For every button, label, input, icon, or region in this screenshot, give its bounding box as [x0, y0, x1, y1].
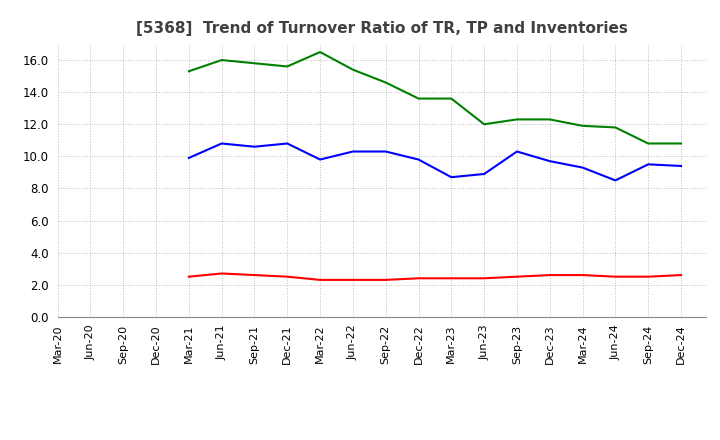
Trade Payables — [184, 155, 193, 161]
Inventories — [578, 123, 587, 128]
Trade Receivables — [414, 275, 423, 281]
Trade Receivables — [513, 274, 521, 279]
Title: [5368]  Trend of Turnover Ratio of TR, TP and Inventories: [5368] Trend of Turnover Ratio of TR, TP… — [135, 21, 628, 36]
Trade Payables — [578, 165, 587, 170]
Trade Receivables — [677, 272, 685, 278]
Inventories — [217, 57, 226, 62]
Line: Inventories: Inventories — [189, 52, 681, 143]
Trade Receivables — [250, 272, 258, 278]
Inventories — [184, 69, 193, 74]
Trade Receivables — [611, 274, 620, 279]
Trade Payables — [447, 175, 456, 180]
Inventories — [644, 141, 652, 146]
Inventories — [611, 125, 620, 130]
Trade Payables — [644, 162, 652, 167]
Inventories — [316, 49, 325, 55]
Line: Trade Payables: Trade Payables — [189, 143, 681, 180]
Inventories — [546, 117, 554, 122]
Trade Payables — [348, 149, 357, 154]
Trade Payables — [250, 144, 258, 149]
Trade Receivables — [578, 272, 587, 278]
Trade Payables — [480, 171, 488, 176]
Trade Payables — [546, 158, 554, 164]
Trade Payables — [414, 157, 423, 162]
Trade Receivables — [184, 274, 193, 279]
Inventories — [283, 64, 292, 69]
Trade Payables — [677, 163, 685, 169]
Trade Payables — [382, 149, 390, 154]
Trade Payables — [217, 141, 226, 146]
Trade Receivables — [217, 271, 226, 276]
Inventories — [513, 117, 521, 122]
Trade Receivables — [447, 275, 456, 281]
Inventories — [480, 121, 488, 127]
Trade Receivables — [283, 274, 292, 279]
Trade Receivables — [480, 275, 488, 281]
Trade Receivables — [382, 277, 390, 282]
Trade Receivables — [316, 277, 325, 282]
Line: Trade Receivables: Trade Receivables — [189, 274, 681, 280]
Trade Receivables — [546, 272, 554, 278]
Inventories — [447, 96, 456, 101]
Inventories — [677, 141, 685, 146]
Trade Payables — [316, 157, 325, 162]
Trade Receivables — [348, 277, 357, 282]
Trade Receivables — [644, 274, 652, 279]
Inventories — [414, 96, 423, 101]
Trade Payables — [611, 178, 620, 183]
Inventories — [382, 80, 390, 85]
Trade Payables — [513, 149, 521, 154]
Trade Payables — [283, 141, 292, 146]
Inventories — [250, 61, 258, 66]
Inventories — [348, 67, 357, 72]
